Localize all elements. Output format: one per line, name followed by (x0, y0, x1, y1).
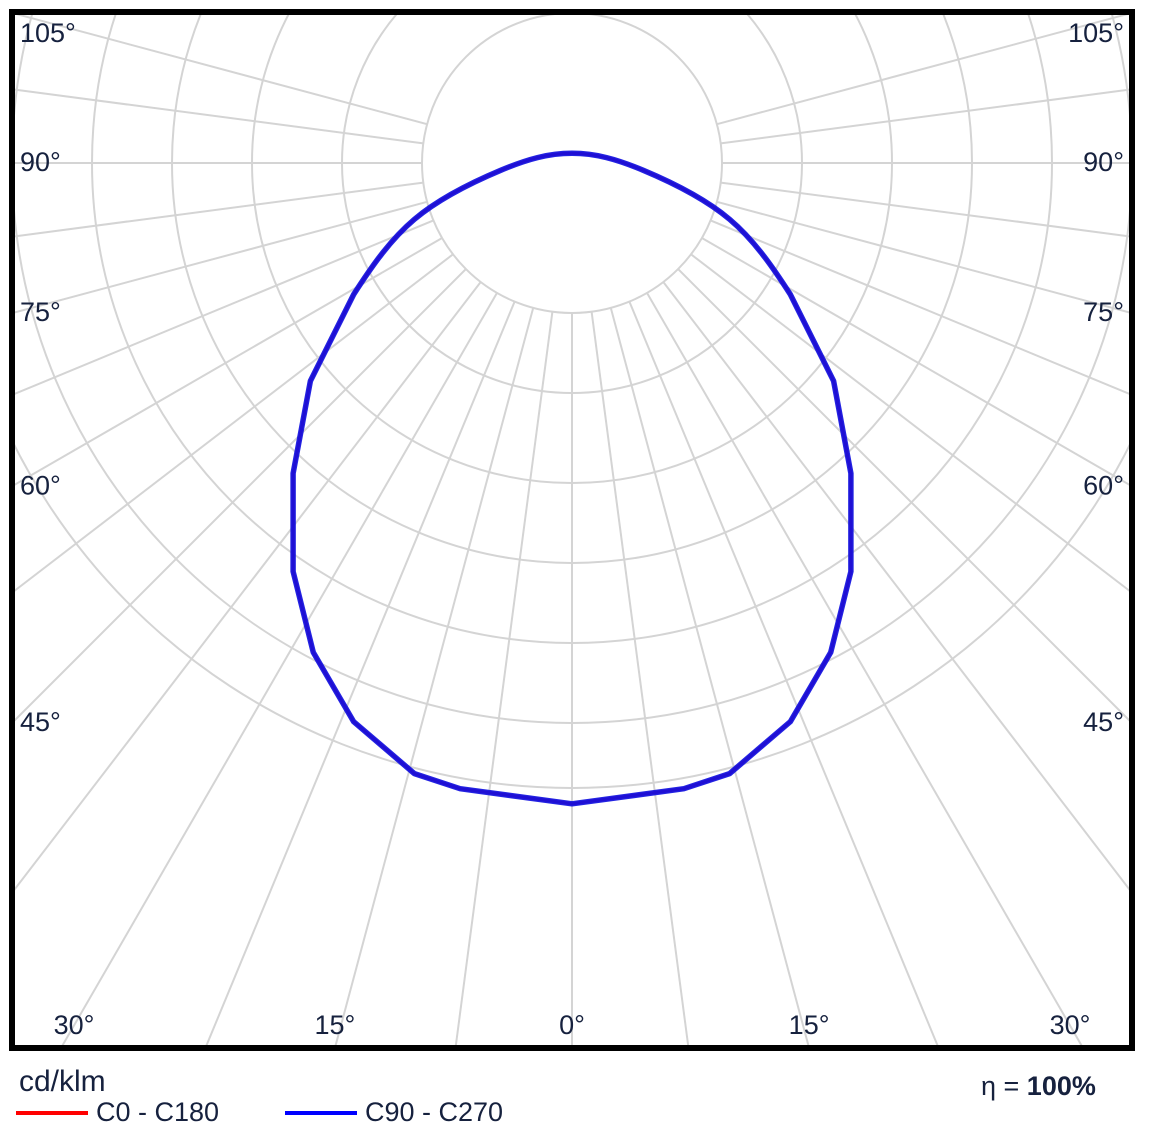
svg-text:45°: 45° (20, 707, 61, 737)
svg-text:30°: 30° (54, 1010, 95, 1040)
svg-text:η = 100%: η = 100% (981, 1071, 1096, 1101)
svg-text:C90 - C270: C90 - C270 (365, 1097, 503, 1127)
svg-text:105°: 105° (1068, 18, 1124, 48)
svg-text:cd/klm: cd/klm (19, 1065, 106, 1098)
svg-text:90°: 90° (1083, 147, 1124, 177)
svg-text:90°: 90° (20, 147, 61, 177)
svg-text:15°: 15° (789, 1010, 830, 1040)
svg-text:75°: 75° (1083, 297, 1124, 327)
svg-text:60°: 60° (1083, 470, 1124, 500)
svg-text:15°: 15° (314, 1010, 355, 1040)
svg-text:105°: 105° (20, 18, 76, 48)
svg-text:75°: 75° (20, 297, 61, 327)
svg-text:0°: 0° (559, 1010, 585, 1040)
svg-text:60°: 60° (20, 470, 61, 500)
svg-text:45°: 45° (1083, 707, 1124, 737)
svg-text:30°: 30° (1050, 1010, 1091, 1040)
svg-text:C0 - C180: C0 - C180 (96, 1097, 219, 1127)
